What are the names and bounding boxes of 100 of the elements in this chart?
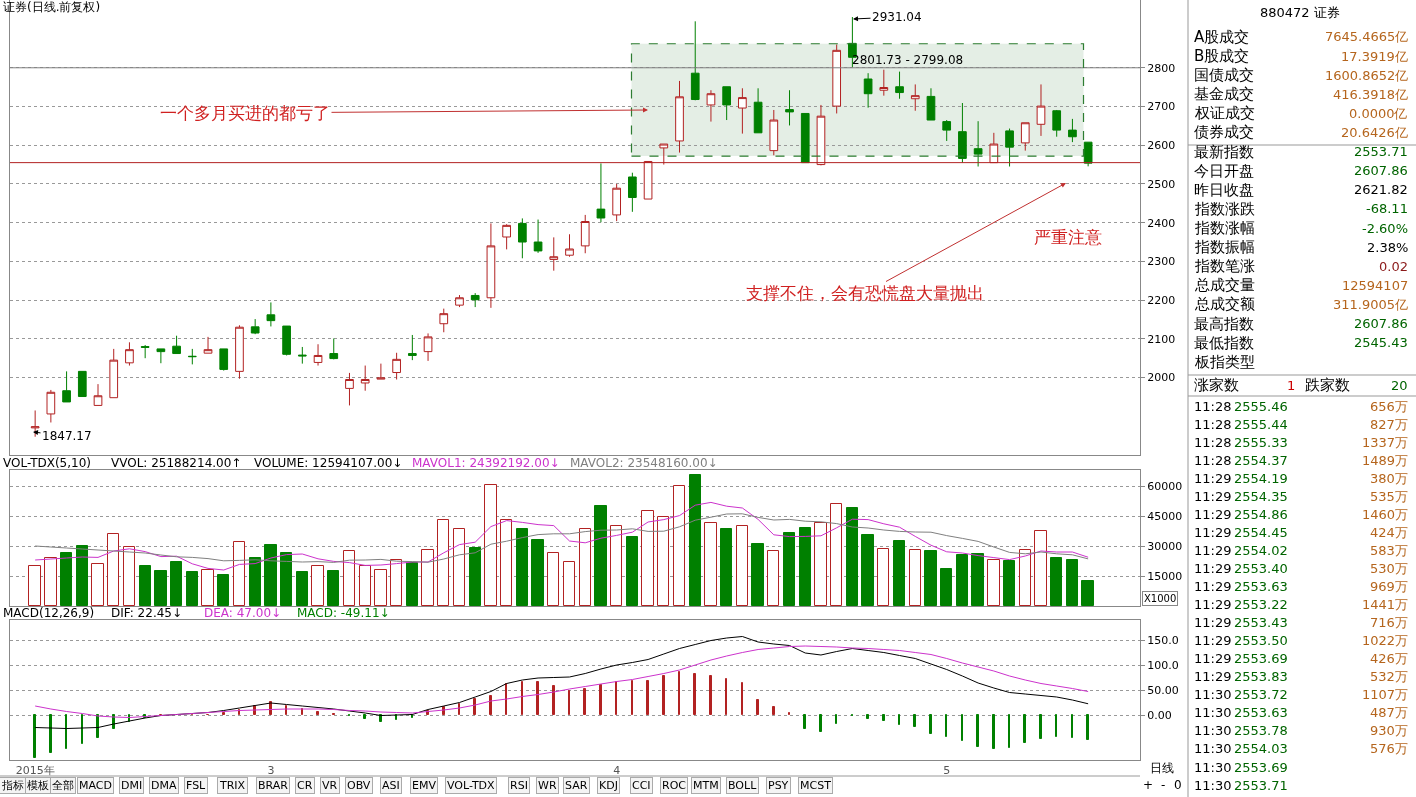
category-label: ASI — [382, 779, 400, 792]
category-label: 11:30 — [1194, 741, 1232, 756]
category-label: 指标 — [1, 779, 24, 792]
y-tick-label: 2000 — [1147, 371, 1176, 385]
category-label: ROC — [662, 779, 687, 792]
category-label: BRAR — [258, 779, 289, 792]
text: 530万 — [1370, 561, 1408, 576]
category-label: 指数涨跌 — [1194, 200, 1255, 218]
text: 969万 — [1370, 579, 1408, 594]
text: + — [1143, 778, 1154, 792]
category-label: DMA — [151, 779, 177, 792]
text: 1600.8652亿 — [1325, 68, 1409, 83]
chart-title: VOL-TDX(5,10) — [3, 456, 92, 470]
category-label: 11:29 — [1194, 651, 1232, 666]
text: 2554.03 — [1234, 741, 1288, 756]
category-label: 11:29 — [1194, 489, 1232, 504]
text: 2554.02 — [1234, 543, 1288, 558]
category-label: 权证成交 — [1194, 104, 1255, 122]
category-label: CCI — [632, 779, 651, 792]
category-label: 11:29 — [1194, 507, 1232, 522]
annotation: 2801.73 - 2799.08 — [852, 53, 964, 67]
text: 827万 — [1370, 417, 1408, 432]
text: - — [1161, 778, 1166, 792]
text: 2553.71 — [1354, 144, 1408, 159]
text: 576万 — [1370, 741, 1408, 756]
text: 2554.19 — [1234, 471, 1288, 486]
y-tick-label: 2800 — [1147, 61, 1176, 75]
category-label: 11:30 — [1194, 778, 1232, 793]
category-label: 指数振幅 — [1194, 238, 1255, 256]
text: 2607.86 — [1354, 163, 1408, 178]
text: 1489万 — [1362, 453, 1409, 468]
category-label: 11:29 — [1194, 525, 1232, 540]
y-tick-label: 2500 — [1147, 177, 1176, 191]
category-label: 最新指数 — [1194, 143, 1254, 161]
y-tick-label: 50.00 — [1147, 683, 1179, 697]
text: 7645.4665亿 — [1325, 29, 1409, 44]
category-label: VR — [322, 779, 338, 792]
category-label: 11:29 — [1194, 615, 1232, 630]
category-label: 总成交量 — [1194, 276, 1255, 294]
x-tick-label: 4 — [613, 764, 621, 778]
text: 2554.86 — [1234, 507, 1288, 522]
text: MAVOL1: 24392192.00↓ — [412, 456, 560, 470]
text: 2545.43 — [1354, 335, 1408, 350]
category-label: BOLL — [728, 779, 758, 792]
text: DIF: 22.45↓ — [111, 606, 183, 620]
category-label: EMV — [412, 779, 437, 792]
text: 716万 — [1370, 615, 1408, 630]
category-label: 11:30 — [1194, 760, 1232, 775]
category-label: DMI — [121, 779, 143, 792]
text: 2554.45 — [1234, 525, 1288, 540]
annotation: 支撑不住，会有恐慌盘大量抛出 — [746, 283, 984, 303]
text: 2554.37 — [1234, 453, 1288, 468]
category-label: 板指类型 — [1194, 353, 1255, 371]
category-label: 11:30 — [1194, 705, 1232, 720]
text: 656万 — [1370, 399, 1408, 414]
chart-title: MACD(12,26,9) — [3, 606, 95, 620]
y-tick-label: 2300 — [1147, 255, 1176, 269]
category-label: CR — [297, 779, 313, 792]
text: 1337万 — [1362, 435, 1409, 450]
text: 535万 — [1370, 489, 1408, 504]
x-tick-label: 3 — [267, 764, 275, 778]
text: 532万 — [1370, 669, 1408, 684]
category-label: A股成交 — [1194, 28, 1250, 46]
text: 2553.43 — [1234, 615, 1288, 630]
category-label: 11:28 — [1194, 399, 1232, 414]
category-label: 跌家数 — [1305, 376, 1350, 394]
text: 2553.69 — [1234, 760, 1288, 775]
x-tick-label: 2015年 — [15, 764, 55, 778]
category-label: 涨家数 — [1194, 376, 1239, 394]
category-label: 指数涨幅 — [1194, 219, 1255, 237]
annotation: 严重注意 — [1034, 227, 1102, 247]
text: 426万 — [1370, 651, 1408, 666]
text: DEA: 47.00↓ — [204, 606, 282, 620]
text: 880472 证券 — [1260, 5, 1340, 20]
category-label: RSI — [510, 779, 528, 792]
annotation: 一个多月买进的都亏了 — [160, 103, 330, 123]
category-label: VOL-TDX — [447, 779, 496, 792]
category-label: OBV — [347, 779, 371, 792]
text: 2553.22 — [1234, 597, 1288, 612]
y-tick-label: 100.0 — [1147, 658, 1179, 672]
text: 2621.82 — [1354, 182, 1408, 197]
category-label: 11:28 — [1194, 417, 1232, 432]
annotation: VVOL: 25188214.00↑ — [111, 456, 242, 470]
category-label: TRIX — [219, 779, 246, 792]
category-label: MCST — [800, 779, 832, 792]
text: MAVOL2: 23548160.00↓ — [570, 456, 718, 470]
y-tick-label: 60000 — [1147, 479, 1183, 493]
text: 1107万 — [1362, 687, 1409, 702]
text: 2555.44 — [1234, 417, 1288, 432]
text: 2.38% — [1367, 240, 1409, 255]
y-tick-label: 2600 — [1147, 139, 1176, 153]
chart-title: 证券(日线.前复权) — [3, 0, 101, 14]
category-label: 最高指数 — [1194, 315, 1254, 333]
text: 12594107 — [1342, 278, 1409, 293]
text: 487万 — [1370, 705, 1408, 720]
text: 2553.71 — [1234, 778, 1288, 793]
text: 1460万 — [1362, 507, 1409, 522]
category-label: 11:28 — [1194, 435, 1232, 450]
text: 2553.72 — [1234, 687, 1288, 702]
text: 0.02 — [1379, 259, 1408, 274]
